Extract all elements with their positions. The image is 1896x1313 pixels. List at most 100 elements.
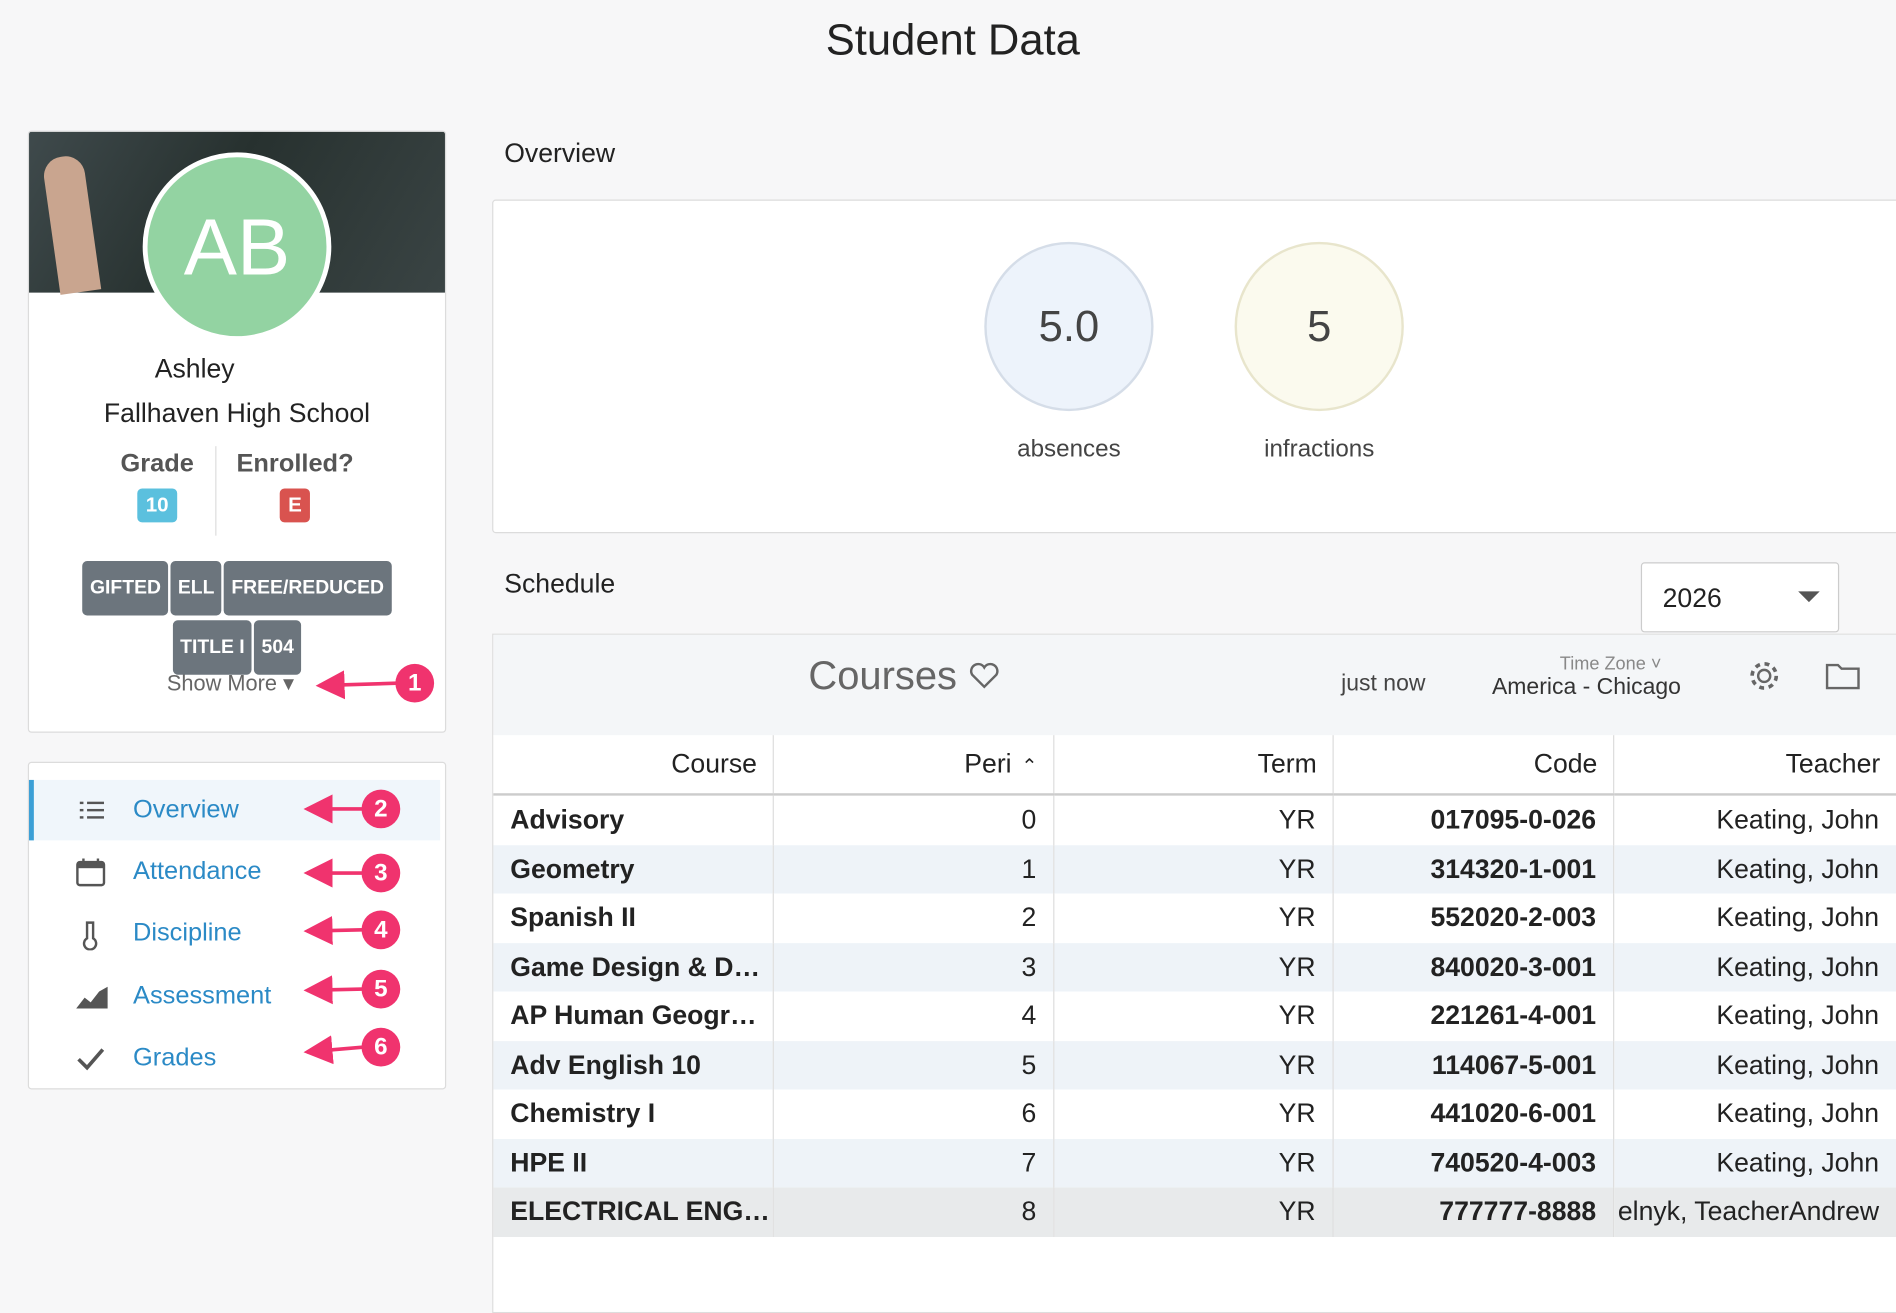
table-row: ELECTRICAL ENG… 8 YR 777777-8888 elnyk, Teac…: [493, 1187, 1896, 1237]
courses-title: Courses: [808, 652, 957, 698]
annotation-number: 3: [374, 860, 387, 887]
nav-attendance[interactable]: Attendance: [31, 842, 437, 902]
icon-area-chart: [76, 986, 108, 1009]
select-caret: [1798, 591, 1820, 603]
table-row: Advisory 0 YR 017095-0-026 Keating, John: [493, 794, 1896, 845]
nav-label: Discipline: [133, 918, 242, 947]
table-cell: 3: [773, 942, 1055, 992]
table-cell: 6: [773, 1089, 1055, 1139]
column-header[interactable]: Term: [1053, 735, 1334, 796]
table-cell: Adv English 10: [493, 1040, 774, 1090]
table-cell: Keating, John: [1613, 1089, 1896, 1139]
table-cell: YR: [1053, 794, 1334, 845]
table-cell: 221261-4-001: [1333, 991, 1615, 1041]
table-cell: Advisory: [493, 794, 774, 845]
annotation-number: 4: [374, 916, 388, 943]
schedule-heading: Schedule: [504, 568, 616, 599]
table-cell: HPE II: [493, 1138, 774, 1188]
annotation-badge: [361, 910, 401, 950]
avatar: AB: [142, 152, 332, 341]
show-more-text: Show More: [166, 671, 277, 696]
courses-table: Course Peri ⌃ Term Code Teacher Advisory 0 YR 01…: [493, 735, 1896, 1237]
table-cell: YR: [1053, 1040, 1334, 1090]
table-row: AP Human Geogr… 4 YR 221261-4-001 Keating, J…: [493, 991, 1896, 1041]
table-cell: Game Design & D…: [493, 942, 774, 992]
table-cell: YR: [1053, 893, 1334, 943]
divider: [215, 446, 217, 536]
annotation-arrow: [315, 670, 397, 700]
table-cell: ELECTRICAL ENG…: [493, 1187, 774, 1237]
table-cell: YR: [1053, 844, 1334, 894]
student-name: Ashley: [154, 353, 235, 384]
icon-thermometer: [82, 921, 98, 951]
table-row: Chemistry I 6 YR 441020-6-001 Keating, John: [493, 1089, 1896, 1139]
table-cell: YR: [1053, 991, 1334, 1041]
annotations: 1 2 3 4 5 6: [303, 663, 435, 1067]
courses-header: [493, 634, 1896, 737]
column-header[interactable]: Teacher: [1613, 735, 1896, 796]
tag: ELL: [170, 561, 222, 616]
nav-label: Grades: [133, 1043, 217, 1072]
year-select[interactable]: 2026: [1640, 562, 1840, 633]
table-row: HPE II 7 YR 740520-4-003 Keating, John: [493, 1138, 1896, 1188]
icon-list: [79, 801, 104, 819]
table-cell: 314320-1-001: [1333, 844, 1615, 894]
tag-list: GIFTED ELL FREE/REDUCED TITLE I 504: [65, 559, 408, 677]
annotation-arrow: [303, 916, 363, 946]
grade-label: Grade: [120, 449, 194, 478]
table-cell: Keating, John: [1613, 893, 1896, 943]
table-cell: 7: [773, 1138, 1055, 1188]
annotation-number: 5: [374, 976, 387, 1003]
table-cell: YR: [1053, 1089, 1334, 1139]
column-header[interactable]: Course: [493, 735, 774, 796]
column-header[interactable]: Peri ⌃: [773, 735, 1055, 796]
nav-assessment[interactable]: Assessment: [31, 966, 437, 1026]
overview-panel: 5.0 absences 5 infractions: [492, 199, 1896, 534]
table-cell: Keating, John: [1613, 844, 1896, 894]
column-title: Peri: [964, 748, 1012, 779]
sort-indicator: ⌃: [1021, 756, 1038, 778]
table-cell: 5: [773, 1040, 1055, 1090]
settings-icon[interactable]: [1747, 659, 1781, 693]
table-cell: 2: [773, 893, 1055, 943]
stat-circle: 5.0: [984, 241, 1154, 412]
annotation-number: 2: [374, 795, 387, 822]
icon-check: [77, 1048, 105, 1071]
timezone-label[interactable]: Time Zone ˅: [1559, 653, 1662, 675]
column-title: Course: [671, 748, 757, 779]
nav-grades[interactable]: Grades: [31, 1028, 437, 1088]
nav-label: Overview: [133, 795, 239, 824]
profile-card: AB Ashley Fallhaven High School Grade En…: [27, 130, 447, 733]
courses-panel: Courses just now Time Zone ˅ America - C…: [492, 633, 1896, 1313]
enrolled-badge: E: [279, 488, 311, 523]
show-more[interactable]: Show More ▾: [166, 671, 294, 696]
enrolled-label: Enrolled?: [236, 449, 354, 478]
table-cell: Spanish II: [493, 893, 774, 943]
favorite-icon[interactable]: [969, 661, 1000, 690]
stat-label: infractions: [1264, 435, 1375, 463]
table-row: Spanish II 2 YR 552020-2-003 Keating, John: [493, 893, 1896, 943]
table-cell: 0: [773, 794, 1055, 845]
table-cell: 1: [773, 844, 1055, 894]
column-title: Term: [1257, 748, 1317, 779]
nav-discipline[interactable]: Discipline: [31, 903, 437, 963]
table-cell: Keating, John: [1613, 991, 1896, 1041]
tag: GIFTED: [82, 561, 169, 616]
timezone-label-text: Time Zone: [1559, 653, 1646, 675]
table-cell: YR: [1053, 1187, 1334, 1237]
table-cell: AP Human Geogr…: [493, 991, 774, 1041]
annotation-badge: [395, 663, 435, 703]
table-cell: 552020-2-003: [1333, 893, 1615, 943]
annotation-number: 1: [408, 670, 421, 697]
folder-icon[interactable]: [1825, 661, 1861, 690]
table-cell: Keating, John: [1613, 794, 1896, 845]
annotation-arrow: [303, 975, 363, 1005]
table-body: Advisory 0 YR 017095-0-026 Keating, John Geom…: [493, 794, 1896, 1237]
stat-circle: 5: [1234, 241, 1404, 412]
school-name: Fallhaven High School: [103, 397, 371, 429]
column-header[interactable]: Code: [1333, 735, 1615, 796]
tag: FREE/REDUCED: [224, 561, 392, 616]
table-cell: 740520-4-003: [1333, 1138, 1615, 1188]
grade-badge: 10: [137, 488, 178, 523]
